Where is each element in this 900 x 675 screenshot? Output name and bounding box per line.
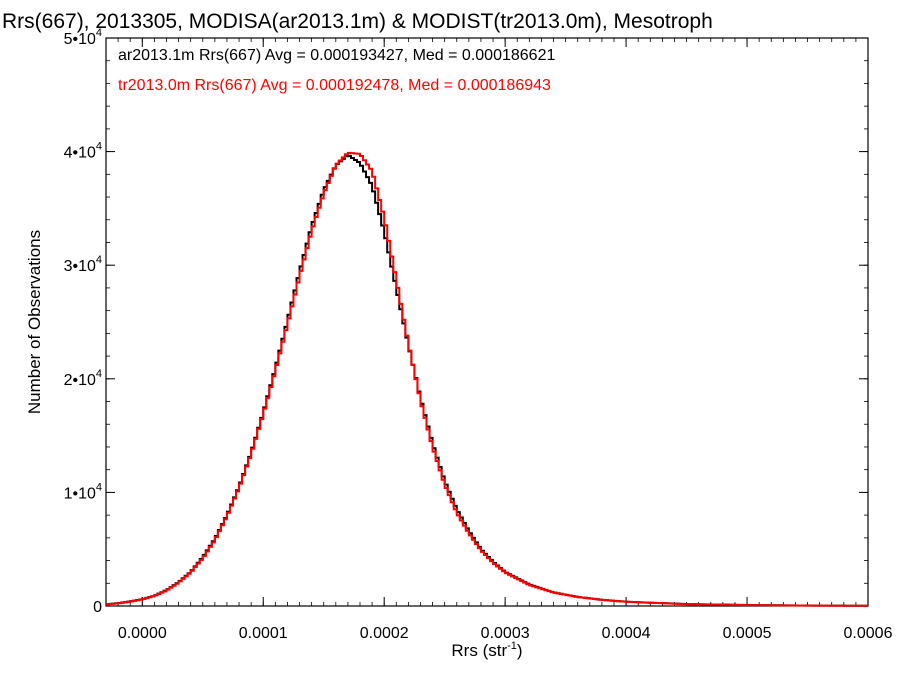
x-tick-label: 0.0004 [602, 625, 651, 642]
x-axis-label-text: Rrs (str [451, 641, 507, 660]
y-tick-label: 2•104 [64, 368, 102, 389]
x-tick-label: 0.0005 [723, 625, 772, 642]
y-tick-label: 3•104 [64, 254, 102, 275]
plot-frame [105, 37, 869, 607]
x-tick-label: 0.0006 [844, 625, 893, 642]
y-tick-label: 1•104 [64, 481, 102, 502]
legend-entry-ar2013: ar2013.1m Rrs(667) Avg = 0.000193427, Me… [118, 47, 555, 64]
x-tick-label: 0.0002 [360, 625, 409, 642]
chart-title: Rrs(667), 2013305, MODISA(ar2013.1m) & M… [2, 10, 713, 33]
legend-entry-tr2013: tr2013.0m Rrs(667) Avg = 0.000192478, Me… [118, 77, 551, 94]
x-tick-label: 0.0000 [118, 625, 167, 642]
y-axis-label: Number of Observations [25, 230, 44, 414]
series-tr2013-line [106, 151, 868, 607]
x-tick-label: 0.0001 [239, 625, 288, 642]
x-axis-label-superscript: -1 [507, 640, 517, 652]
y-axis: 0 1•104 2•104 3•104 4•104 5•104 [64, 27, 868, 616]
legend: ar2013.1m Rrs(667) Avg = 0.000193427, Me… [118, 47, 555, 94]
y-tick-label: 4•104 [64, 141, 102, 162]
x-axis: 0.0000 0.0001 0.0002 0.0003 0.0004 0.0005 0.00… [105, 38, 893, 642]
series-ar2013-line [106, 155, 868, 607]
x-tick-label: 0.0003 [481, 625, 530, 642]
x-axis-label: Rrs (str-1) [451, 640, 522, 660]
y-tick-label: 5•104 [64, 27, 102, 48]
x-axis-label-suffix: ) [517, 641, 523, 660]
y-tick-label: 0 [93, 599, 102, 616]
series-layer [106, 151, 868, 607]
